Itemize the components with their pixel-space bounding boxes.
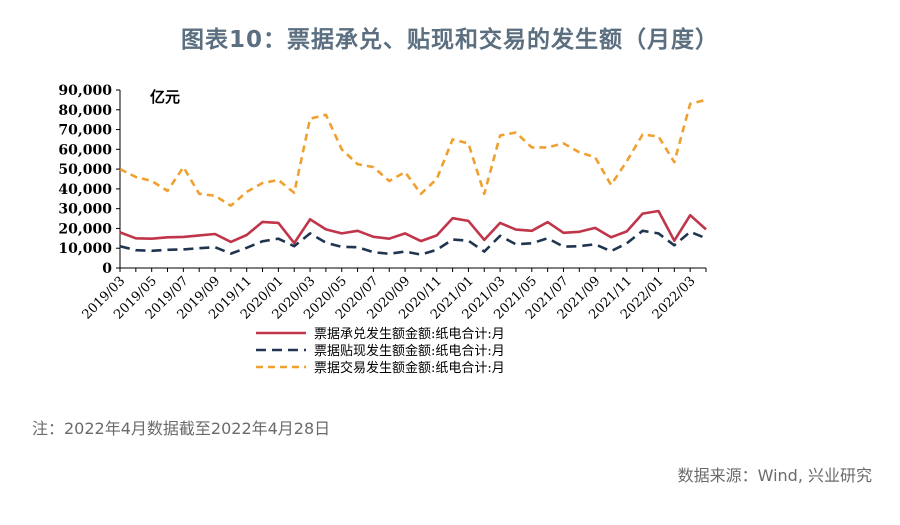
y-tick-label: 30,000 (58, 202, 112, 218)
legend-label: 票据承兑发生额金额:纸电合计:月 (314, 326, 505, 342)
y-tick-label: 50,000 (58, 162, 112, 178)
y-tick-label: 0 (102, 261, 112, 277)
y-tick-label: 20,000 (58, 221, 112, 237)
y-tick-label: 90,000 (58, 83, 112, 99)
series-line-1 (119, 209, 707, 245)
legend-label: 票据贴现发生额金额:纸电合计:月 (314, 343, 505, 359)
y-tick-label: 10,000 (58, 241, 112, 257)
series-line-3 (119, 98, 707, 207)
chart-title: 图表10：票据承兑、贴现和交易的发生额（月度） (180, 27, 719, 53)
y-tick-label: 60,000 (58, 142, 112, 158)
legend-label: 票据交易发生额金额:纸电合计:月 (314, 360, 505, 376)
source-text: 数据来源：Wind, 兴业研究 (677, 466, 872, 485)
y-tick-label: 70,000 (58, 123, 112, 139)
series-line-2 (119, 229, 707, 256)
y-tick-label: 80,000 (58, 103, 112, 119)
y-unit-label: 亿元 (150, 88, 180, 106)
y-tick-label: 40,000 (58, 182, 112, 198)
footnote: 注：2022年4月数据截至2022年4月28日 (32, 419, 331, 438)
